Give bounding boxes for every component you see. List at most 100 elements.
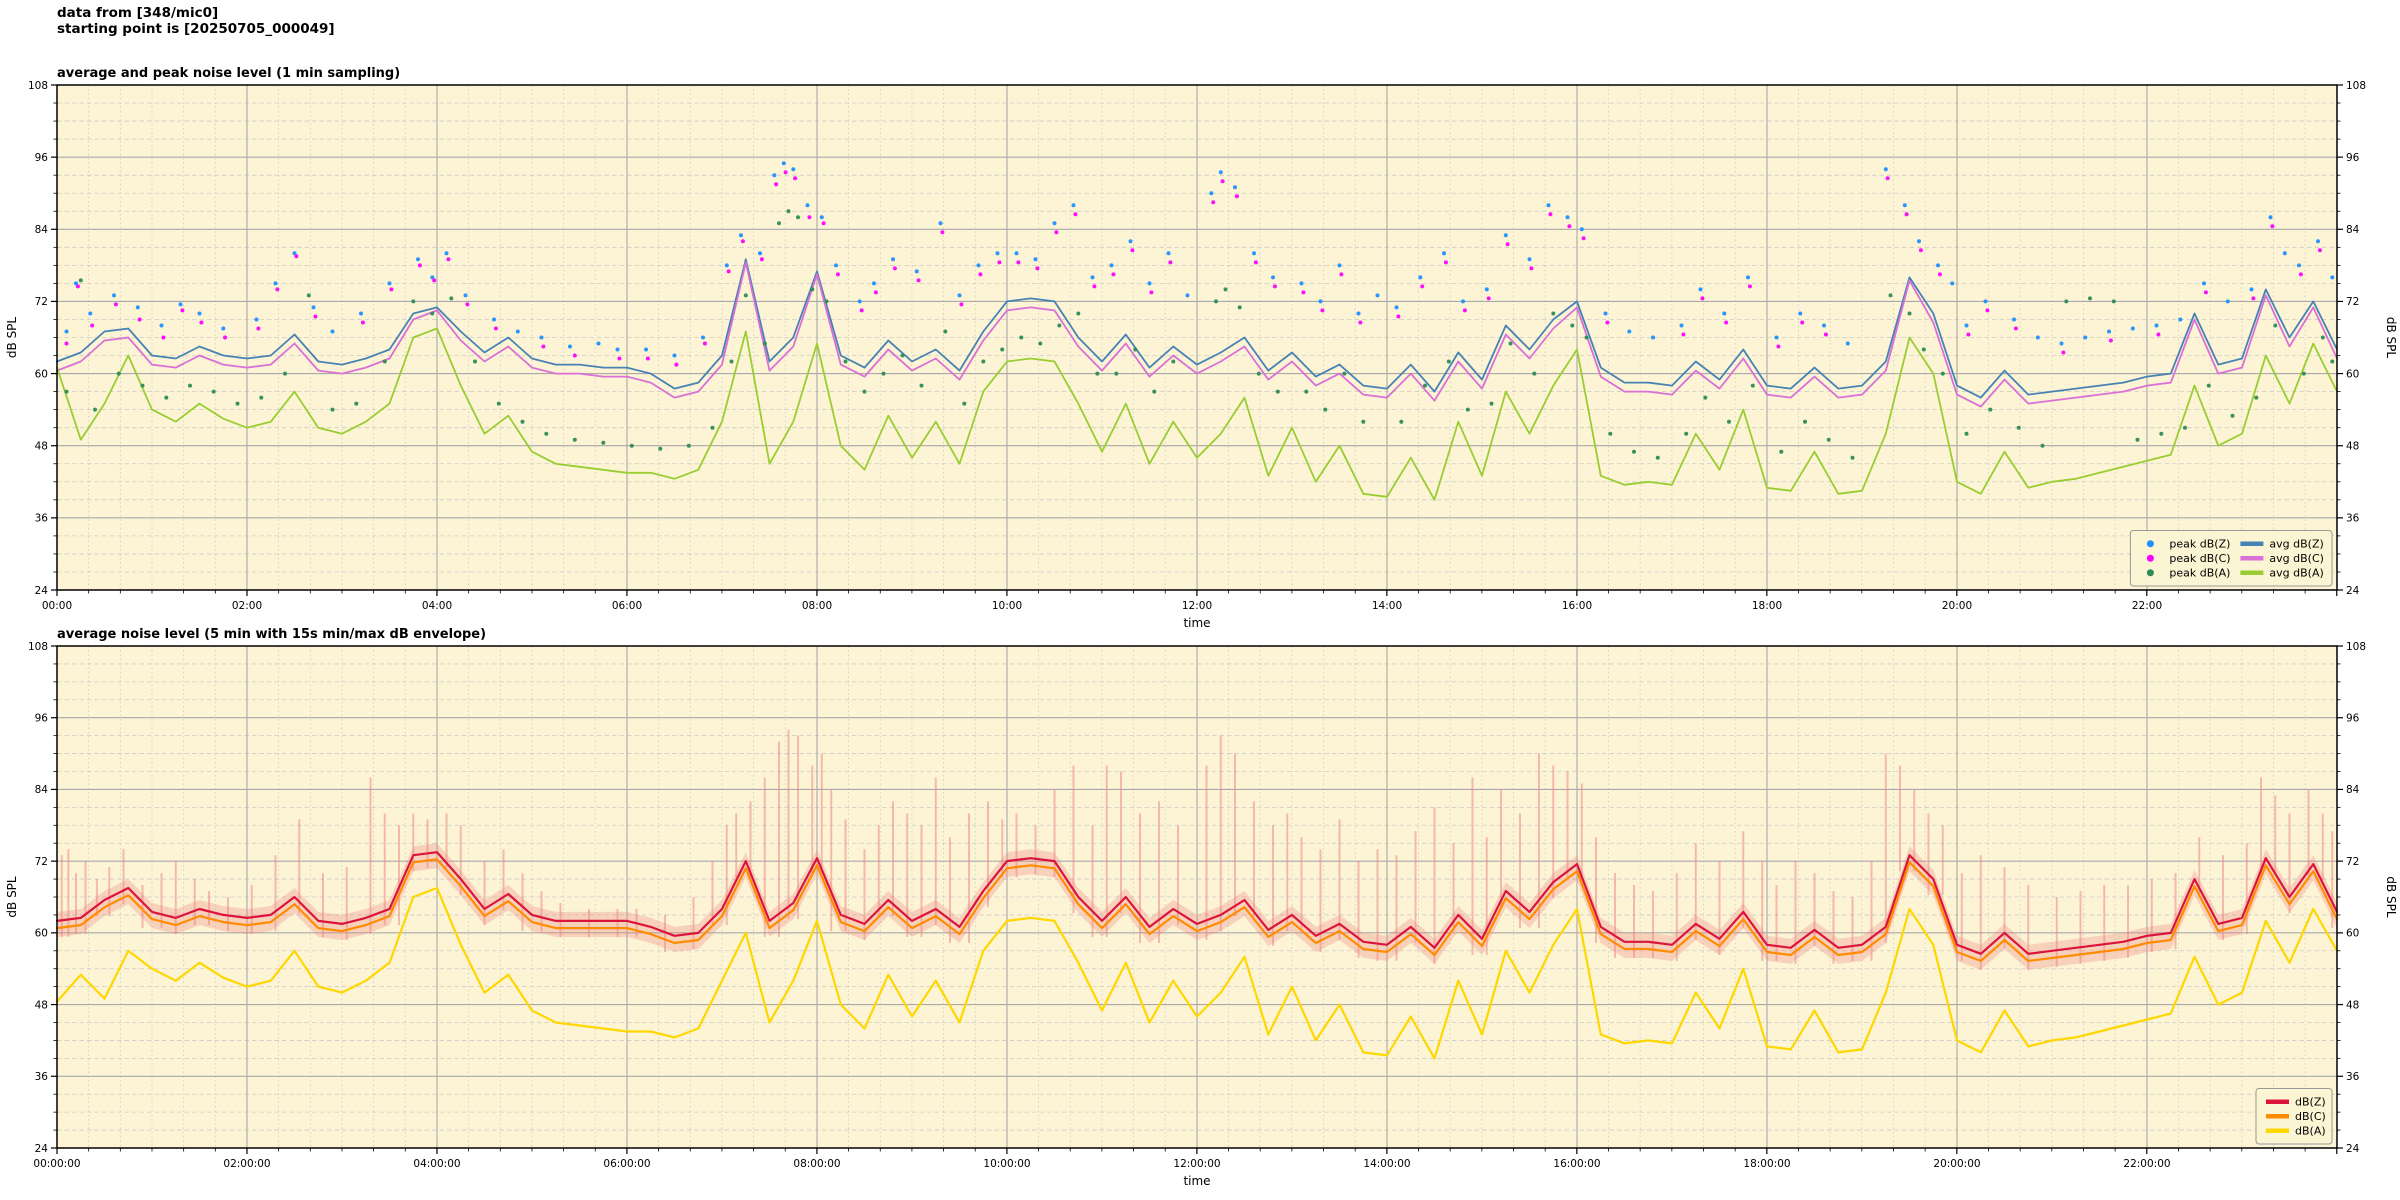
bottom-chart-ytick-label-right: 96 xyxy=(2346,713,2360,725)
bottom-chart-ticks xyxy=(51,645,2343,1154)
bottom-chart: 00:00:00 02:00:00 04:00:00 06:00:00 08:00:00… xyxy=(5,627,2398,1188)
bottom-chart-ytick-label-right: 84 xyxy=(2346,784,2360,796)
top-chart-ytick-label-left: 96 xyxy=(35,152,49,164)
bottom-chart-series-0-line xyxy=(55,851,2339,955)
top-chart-legend-label: peak dB(Z) xyxy=(2169,538,2230,551)
top-chart-legend-label: peak dB(C) xyxy=(2169,552,2230,565)
top-chart-series-0-line xyxy=(56,258,2338,399)
bottom-chart-ytick-label-right: 36 xyxy=(2346,1071,2360,1083)
top-chart-xtick-label: 04:00 xyxy=(422,600,452,612)
top-chart-series-2-line xyxy=(56,327,2338,501)
top-chart-ytick-label-left: 24 xyxy=(35,585,49,597)
bottom-chart-legend: dB(Z)dB(C) dB(A) xyxy=(2255,1088,2333,1145)
bottom-chart-series-2-line xyxy=(55,886,2339,1060)
top-chart-legend-marker-dot xyxy=(2146,540,2154,548)
bottom-chart-ytick-label-left: 60 xyxy=(35,928,48,940)
top-chart-scatter-2 xyxy=(64,209,2335,460)
bottom-chart-xlabel: time xyxy=(1183,1174,1210,1188)
top-chart-xtick-label: 06:00 xyxy=(612,600,642,612)
top-chart-legend-label: avg dB(A) xyxy=(2269,567,2323,580)
bottom-chart-xtick-label: 06:00:00 xyxy=(603,1158,650,1170)
top-chart-ytick-label-right: 60 xyxy=(2346,368,2359,380)
bottom-chart-ytick-label-left: 108 xyxy=(28,641,48,653)
bottom-chart-xtick-label: 12:00:00 xyxy=(1173,1158,1220,1170)
top-chart-ytick-label-left: 48 xyxy=(35,441,48,453)
top-chart-ylabel-left: dB SPL xyxy=(5,317,19,359)
top-chart-xtick-label: 16:00 xyxy=(1562,600,1592,612)
top-chart-title: average and peak noise level (1 min samp… xyxy=(57,66,400,81)
top-chart-legend: peak dB(Z)peak dB(C)peak dB(A)avg dB(Z)a… xyxy=(2129,530,2333,587)
top-chart-legend-marker-dot xyxy=(2146,554,2154,562)
bottom-chart-ytick-label-left: 84 xyxy=(35,784,49,796)
bottom-chart-xtick-label: 22:00:00 xyxy=(2123,1158,2170,1170)
top-chart-ytick-label-right: 96 xyxy=(2346,152,2360,164)
top-chart-ytick-label-left: 60 xyxy=(35,368,48,380)
bottom-chart-tick-labels: 00:00:00 02:00:00 04:00:00 06:00:00 08:00:00… xyxy=(28,641,2366,1170)
bottom-chart-series-1-line xyxy=(55,858,2339,963)
top-chart-xlabel: time xyxy=(1183,616,1210,630)
top-chart: 00:00 02:00 04:00 06:00 08:00 10:00 12:00 14:00… xyxy=(5,66,2398,630)
bottom-chart-ytick-label-left: 72 xyxy=(35,856,48,868)
bottom-chart-ytick-label-left: 24 xyxy=(35,1143,49,1155)
bottom-chart-xtick-label: 02:00:00 xyxy=(223,1158,270,1170)
bottom-chart-title: average noise level (5 min with 15s min/… xyxy=(57,627,486,642)
top-chart-xtick-label: 12:00 xyxy=(1182,600,1212,612)
top-chart-ytick-label-left: 84 xyxy=(35,224,49,236)
top-chart-series-1-line xyxy=(56,261,2338,408)
top-chart-xtick-label: 08:00 xyxy=(802,600,832,612)
top-chart-legend-label: peak dB(A) xyxy=(2169,567,2230,580)
header-line-2: starting point is [20250705_000049] xyxy=(57,21,335,37)
top-chart-xtick-label: 00:00 xyxy=(42,600,72,612)
bottom-chart-xtick-label: 18:00:00 xyxy=(1743,1158,1790,1170)
top-chart-ytick-label-right: 84 xyxy=(2346,224,2360,236)
bottom-chart-ytick-label-right: 72 xyxy=(2346,856,2359,868)
header-line-1: data from [348/mic0] xyxy=(57,5,219,21)
bottom-chart-ytick-label-right: 60 xyxy=(2346,928,2359,940)
bottom-chart-ylabel-right: dB SPL xyxy=(2384,876,2398,918)
top-chart-ytick-label-right: 72 xyxy=(2346,296,2359,308)
bottom-chart-xtick-label: 10:00:00 xyxy=(983,1158,1030,1170)
top-chart-scatter-1 xyxy=(64,170,2322,367)
bottom-chart-major-grid xyxy=(57,646,2337,1148)
top-chart-xtick-label: 14:00 xyxy=(1372,600,1402,612)
top-chart-ytick-label-right: 24 xyxy=(2346,585,2360,597)
bottom-chart-ytick-label-right: 48 xyxy=(2346,999,2359,1011)
top-chart-ytick-label-left: 36 xyxy=(35,513,49,525)
top-chart-xtick-label: 02:00 xyxy=(232,600,262,612)
top-chart-xtick-label: 22:00 xyxy=(2132,600,2162,612)
top-chart-ylabel-right: dB SPL xyxy=(2384,317,2398,359)
bottom-chart-legend-label: dB(Z) xyxy=(2295,1096,2326,1109)
bottom-chart-xtick-label: 14:00:00 xyxy=(1363,1158,1410,1170)
top-chart-legend-marker-dot xyxy=(2146,569,2154,577)
bottom-chart-ytick-label-left: 48 xyxy=(35,999,48,1011)
bottom-chart-legend-label: dB(A) xyxy=(2295,1125,2326,1138)
top-chart-tick-labels: 00:00 02:00 04:00 06:00 08:00 10:00 12:00 14:00… xyxy=(28,80,2366,612)
top-chart-ytick-label-left: 72 xyxy=(35,296,48,308)
top-chart-ytick-label-right: 36 xyxy=(2346,513,2360,525)
top-chart-ytick-label-left: 108 xyxy=(28,80,48,92)
top-chart-xtick-label: 20:00 xyxy=(1942,600,1972,612)
top-chart-ticks xyxy=(51,84,2343,596)
top-chart-ytick-label-right: 108 xyxy=(2346,80,2366,92)
top-chart-scatter-0 xyxy=(64,161,2335,358)
top-chart-legend-label: avg dB(Z) xyxy=(2269,538,2323,551)
top-chart-xtick-label: 10:00 xyxy=(992,600,1022,612)
bottom-chart-ylabel-left: dB SPL xyxy=(5,876,19,918)
top-chart-ytick-label-right: 48 xyxy=(2346,441,2359,453)
top-chart-xtick-label: 18:00 xyxy=(1752,600,1782,612)
top-chart-legend-box xyxy=(2129,530,2333,587)
bottom-chart-xtick-label: 16:00:00 xyxy=(1553,1158,1600,1170)
top-chart-legend-label: avg dB(C) xyxy=(2269,552,2324,565)
bottom-chart-xtick-label: 04:00:00 xyxy=(413,1158,460,1170)
bottom-chart-xtick-label: 00:00:00 xyxy=(33,1158,80,1170)
bottom-chart-ytick-label-left: 36 xyxy=(35,1071,49,1083)
bottom-chart-envelope-band xyxy=(57,843,2337,970)
bottom-chart-xtick-label: 20:00:00 xyxy=(1933,1158,1980,1170)
bottom-chart-legend-label: dB(C) xyxy=(2295,1110,2326,1123)
bottom-chart-ytick-label-right: 108 xyxy=(2346,641,2366,653)
bottom-chart-ytick-label-right: 24 xyxy=(2346,1143,2360,1155)
bottom-chart-xtick-label: 08:00:00 xyxy=(793,1158,840,1170)
bottom-chart-ytick-label-left: 96 xyxy=(35,713,49,725)
